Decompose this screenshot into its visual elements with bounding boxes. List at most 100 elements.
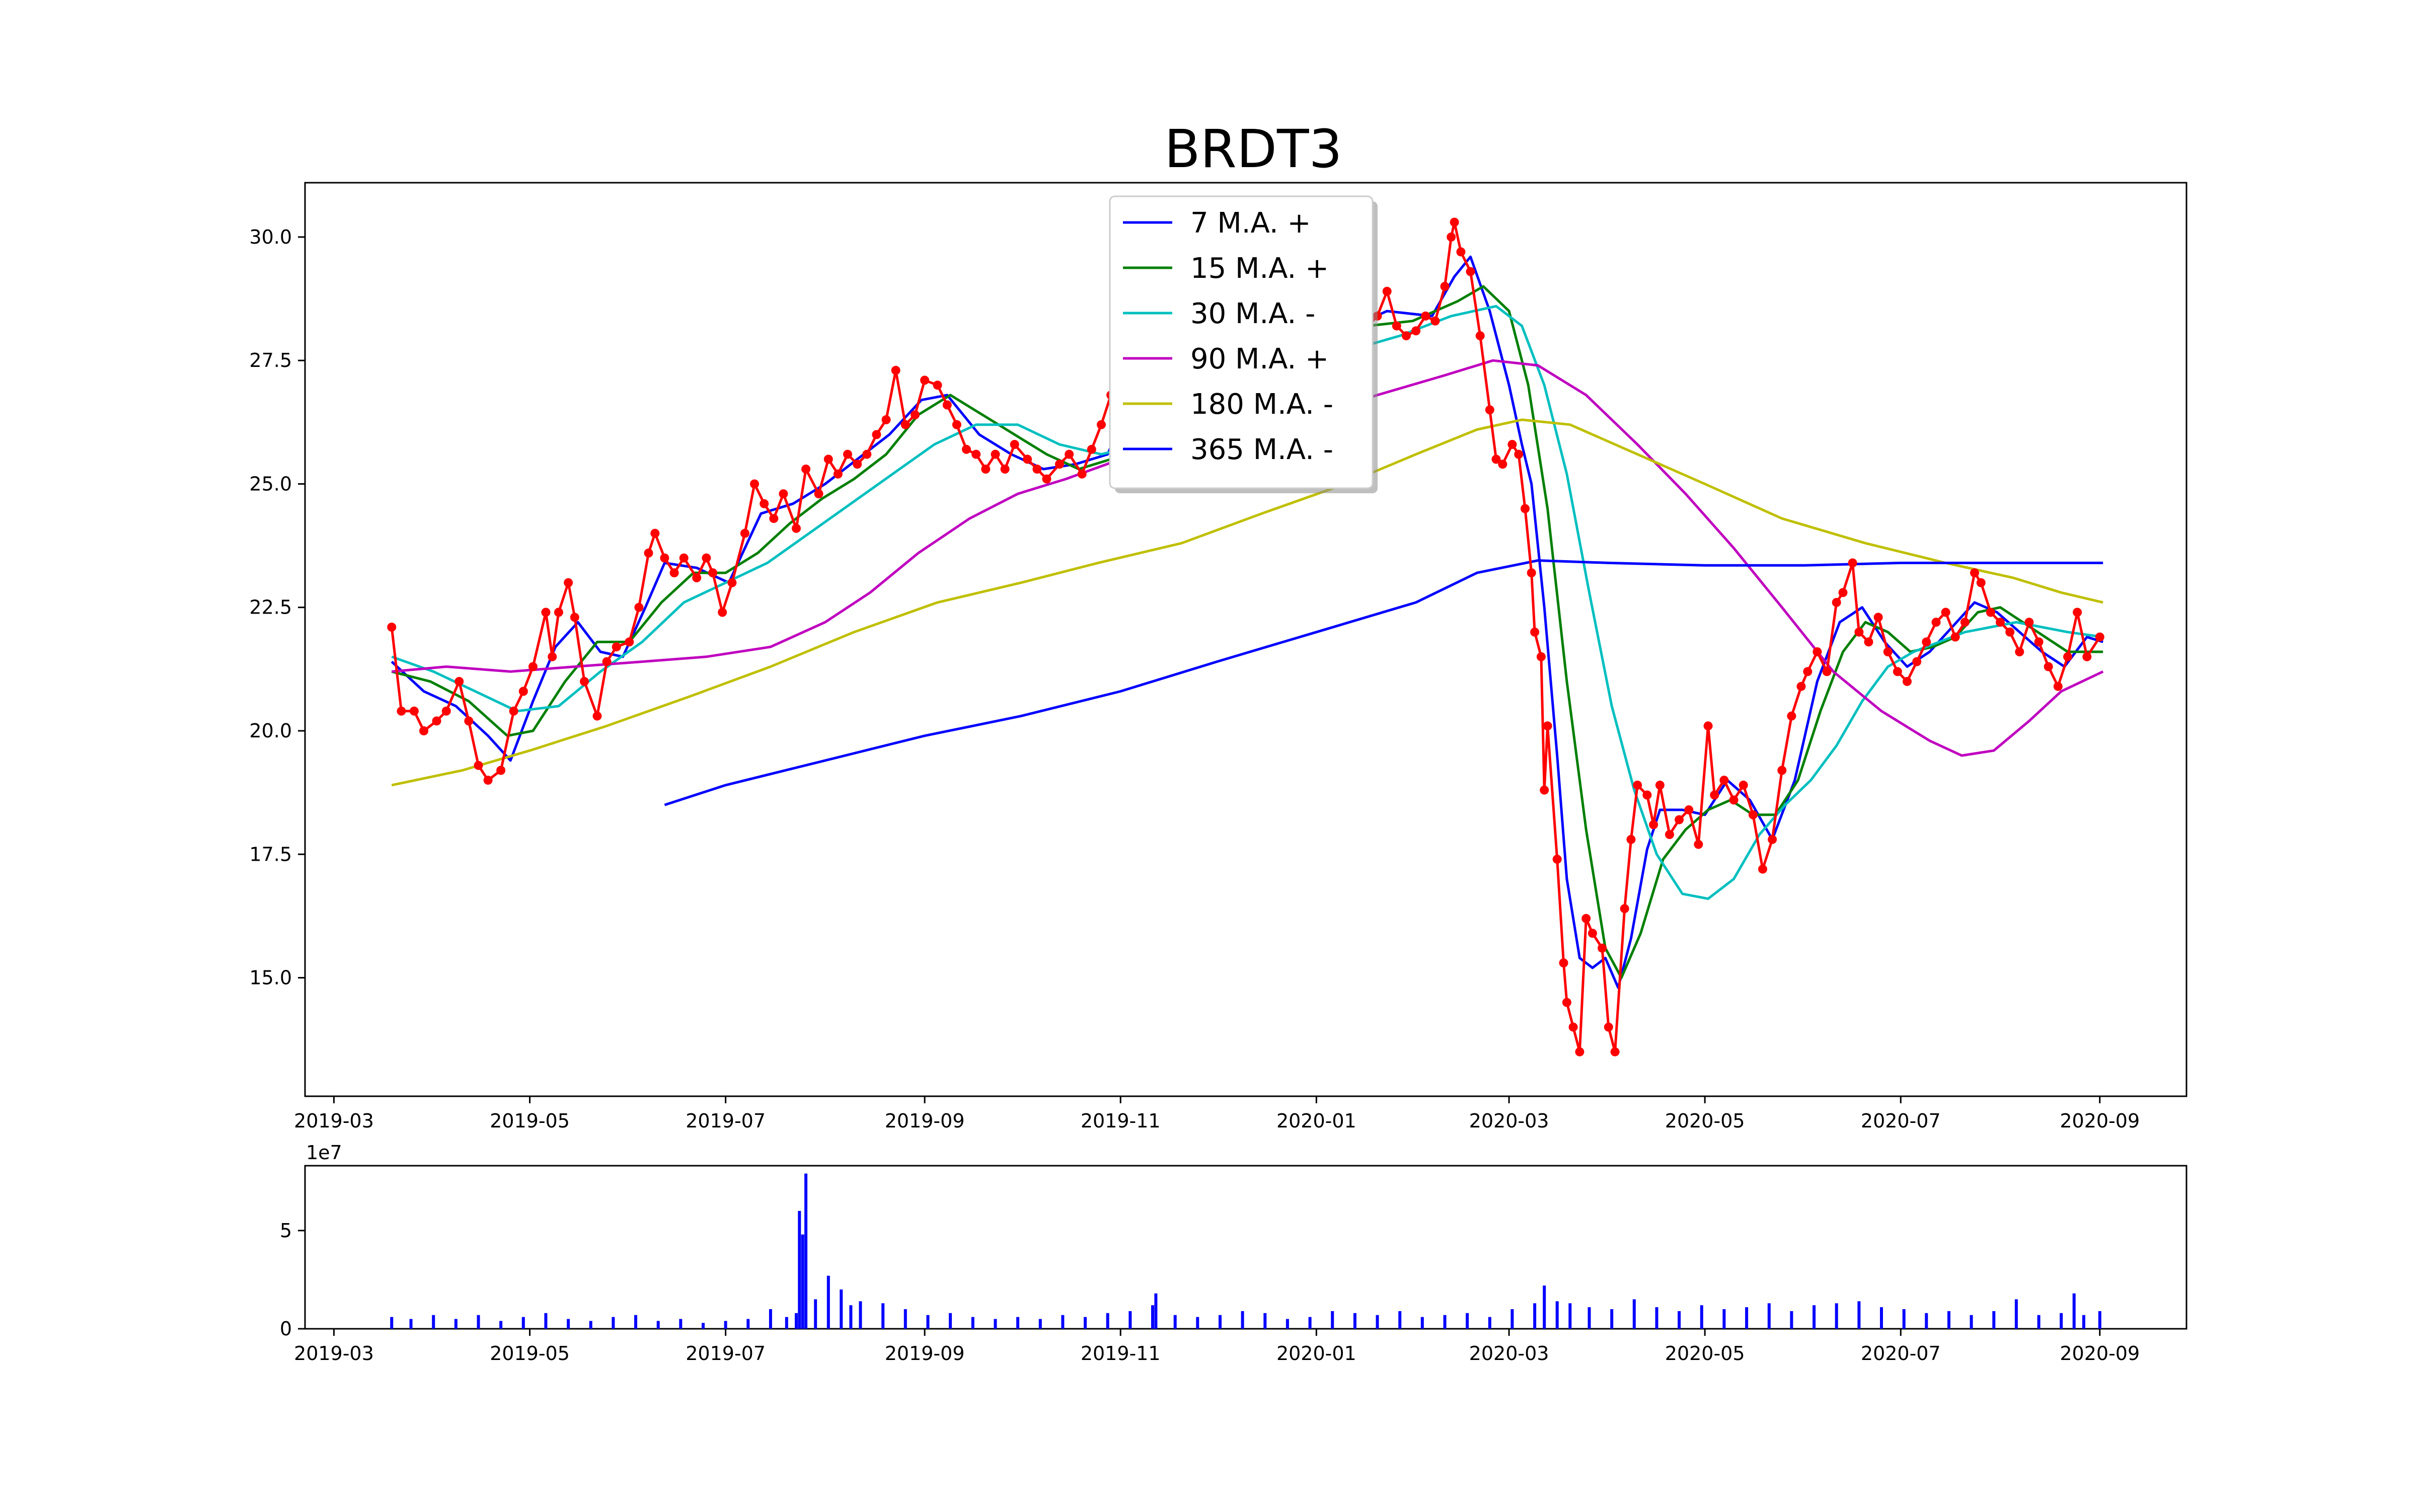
volume-bar <box>2082 1315 2085 1329</box>
price-point <box>1796 682 1806 691</box>
price-point <box>1626 835 1636 844</box>
x-tick-label: 2019-07 <box>686 1110 766 1132</box>
volume-bar <box>2060 1313 2063 1329</box>
volume-bar <box>881 1303 885 1329</box>
price-point <box>1559 958 1568 968</box>
price-point <box>1719 776 1729 785</box>
volume-bar <box>1154 1293 1158 1329</box>
volume-bar <box>567 1319 570 1329</box>
price-point <box>862 449 872 459</box>
price-point <box>660 553 669 563</box>
price-point <box>1950 632 1960 642</box>
price-point <box>1543 721 1552 731</box>
volume-bar <box>1632 1299 1636 1329</box>
x-tick-label: 2019-11 <box>1081 1110 1161 1132</box>
legend-label: 90 M.A. + <box>1190 343 1329 375</box>
volume-bar <box>1420 1317 1424 1329</box>
price-point <box>1803 667 1813 676</box>
price-point <box>679 553 689 563</box>
price-point <box>634 602 644 612</box>
price-point <box>387 623 397 632</box>
price-point <box>1498 460 1507 469</box>
price-point <box>474 761 483 770</box>
price-point <box>900 420 910 429</box>
legend: 7 M.A. + 15 M.A. + 30 M.A. - 90 M.A. + 180 M… <box>1109 195 1378 493</box>
y-tick-label: 15.0 <box>249 967 292 989</box>
volume-bar <box>2014 1299 2018 1329</box>
price-point <box>1620 904 1629 914</box>
price-point <box>779 489 788 499</box>
price-point <box>1649 820 1658 829</box>
volume-bar <box>612 1317 615 1329</box>
volume-bar <box>849 1305 853 1329</box>
price-point <box>1598 943 1607 953</box>
price-point <box>1491 455 1501 464</box>
price-point <box>1527 568 1536 578</box>
volume-bar <box>785 1317 788 1329</box>
price-point <box>1941 608 1950 617</box>
legend-label: 30 M.A. - <box>1190 297 1315 330</box>
price-point <box>1440 282 1450 291</box>
price-point <box>612 642 621 652</box>
price-point <box>708 568 718 578</box>
price-point <box>727 578 737 587</box>
volume-bar <box>903 1309 907 1329</box>
legend-label: 180 M.A. - <box>1190 388 1333 421</box>
price-point <box>971 449 981 459</box>
volume-bar <box>1813 1305 1816 1329</box>
price-point <box>702 553 711 563</box>
price-point <box>441 706 451 716</box>
price-point <box>1684 805 1694 814</box>
price-point <box>1813 647 1822 656</box>
price-point <box>1065 449 1074 459</box>
price-point <box>644 548 653 558</box>
volume-y-tick-label: 5 <box>280 1220 292 1242</box>
price-point <box>570 613 579 622</box>
y-tick-label: 27.5 <box>249 349 292 371</box>
volume-bar <box>1173 1315 1177 1329</box>
price-point <box>1540 785 1549 795</box>
price-point <box>1466 267 1475 276</box>
volume-bar <box>769 1309 772 1329</box>
price-point <box>397 706 406 716</box>
price-point <box>1475 331 1485 341</box>
price-point <box>718 608 727 617</box>
price-point <box>1960 618 1970 627</box>
volume-bar <box>1655 1307 1658 1329</box>
volume-bar <box>1016 1317 1020 1329</box>
price-point <box>952 420 961 429</box>
legend-label: 15 M.A. + <box>1190 252 1329 285</box>
price-point <box>920 375 930 385</box>
volume-bar <box>432 1315 435 1329</box>
price-point <box>1514 449 1524 459</box>
price-point <box>2034 637 2044 647</box>
volume-plot-frame <box>304 1165 2187 1330</box>
price-point <box>2095 632 2104 642</box>
price-point <box>2053 682 2063 691</box>
volume-bar <box>826 1275 830 1329</box>
volume-bar <box>1857 1301 1861 1329</box>
volume-bar <box>798 1211 801 1329</box>
price-point <box>911 410 920 420</box>
price-point <box>1485 405 1494 415</box>
volume-bar <box>1286 1319 1289 1329</box>
price-point <box>602 657 612 666</box>
price-point <box>1032 465 1042 474</box>
price-point <box>409 706 419 716</box>
price-point <box>1832 597 1841 607</box>
price-point <box>1970 568 1979 578</box>
price-point <box>1633 780 1642 790</box>
volume-bar <box>1241 1311 1244 1329</box>
price-point <box>1097 420 1106 429</box>
price-point <box>1077 469 1087 479</box>
volume-bar <box>1700 1305 1703 1329</box>
x-tick-label: 2019-09 <box>885 1110 965 1132</box>
legend-label: 7 M.A. + <box>1190 207 1311 240</box>
volume-bar <box>804 1173 808 1329</box>
volume-bar <box>2072 1293 2076 1329</box>
volume-bar <box>949 1313 952 1329</box>
price-point <box>1421 311 1430 321</box>
price-point <box>1562 998 1571 1007</box>
price-point <box>1864 637 1873 647</box>
